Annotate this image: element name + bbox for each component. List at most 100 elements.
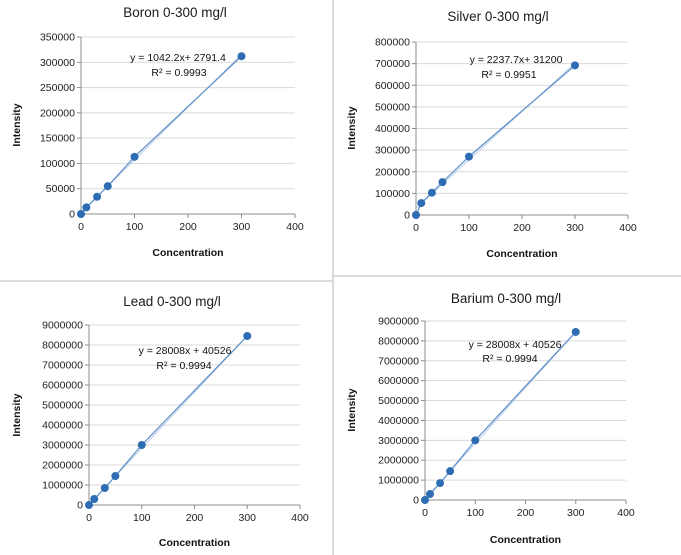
y-tick-label: 5000000	[42, 400, 83, 412]
y-tick-label: 9000000	[378, 316, 419, 328]
y-tick-label: 200000	[40, 107, 75, 119]
y-tick-label: 600000	[375, 80, 410, 92]
data-point	[90, 495, 99, 503]
x-tick-label: 100	[133, 512, 151, 524]
x-tick-label: 300	[567, 507, 585, 519]
y-tick-label: 500000	[375, 101, 410, 113]
data-point	[85, 501, 93, 509]
x-tick-label: 400	[619, 222, 637, 234]
data-point	[103, 182, 112, 191]
data-point	[243, 332, 252, 340]
y-tick-label: 100000	[375, 188, 410, 200]
y-tick-label: 7000000	[42, 360, 83, 372]
r-squared-label: R² = 0.9951	[481, 69, 536, 81]
x-tick-label: 200	[513, 222, 531, 234]
y-tick-label: 0	[77, 500, 83, 512]
data-point	[417, 199, 426, 208]
x-axis-label: Concentration	[490, 534, 561, 546]
y-tick-label: 6000000	[378, 375, 419, 387]
data-point	[82, 203, 91, 212]
chart-panel-2: 0 100000 200000 300000 400000 500000 600000 700…	[346, 9, 637, 260]
x-tick-label: 100	[126, 221, 144, 233]
data-point	[412, 211, 420, 219]
data-point	[100, 484, 109, 492]
x-tick-label: 0	[422, 507, 428, 519]
trendline-equation: y = 2237.7x+ 31200	[470, 54, 563, 66]
chart-title: Barium 0-300 mg/l	[451, 291, 561, 306]
x-tick-label: 400	[291, 512, 309, 524]
y-tick-label: 5000000	[378, 395, 419, 407]
x-axis-label: Concentration	[159, 537, 230, 549]
x-axis-label: Concentration	[486, 248, 557, 260]
y-tick-label: 800000	[375, 37, 410, 49]
x-axis-label: Concentration	[152, 247, 223, 259]
x-tick-label: 300	[238, 512, 256, 524]
data-point	[571, 327, 580, 336]
r-squared-label: R² = 0.9994	[156, 360, 211, 372]
y-tick-label: 7000000	[378, 355, 419, 367]
y-tick-label: 1000000	[42, 480, 83, 492]
y-tick-label: 2000000	[42, 460, 83, 472]
x-tick-label: 100	[466, 507, 484, 519]
data-point	[77, 210, 85, 218]
y-tick-label: 0	[413, 495, 419, 507]
r-squared-label: R² = 0.9993	[151, 67, 206, 79]
y-tick-label: 1000000	[378, 475, 419, 487]
x-tick-label: 300	[233, 221, 251, 233]
y-tick-label: 8000000	[42, 340, 83, 352]
x-tick-label: 400	[617, 507, 635, 519]
y-tick-label: 350000	[40, 32, 75, 44]
data-point	[137, 441, 146, 449]
x-tick-label: 200	[179, 221, 197, 233]
data-point	[93, 192, 102, 201]
trendline-equation: y = 28008x + 40526	[469, 339, 562, 351]
y-tick-label: 150000	[40, 133, 75, 145]
x-tick-label: 0	[86, 512, 92, 524]
y-axis-label: Intensity	[346, 106, 358, 149]
data-point	[465, 152, 473, 161]
chart-title: Silver 0-300 mg/l	[447, 9, 548, 24]
series-line	[415, 64, 576, 216]
y-tick-label: 9000000	[42, 320, 83, 332]
y-tick-label: 0	[69, 209, 75, 221]
y-tick-label: 3000000	[378, 435, 419, 447]
trendline-equation: y = 28008x + 40526	[139, 345, 232, 357]
chart-title: Boron 0-300 mg/l	[123, 5, 227, 20]
x-tick-label: 300	[566, 222, 584, 234]
chart-title: Lead 0-300 mg/l	[123, 294, 221, 309]
y-tick-label: 700000	[375, 58, 410, 70]
data-point	[571, 61, 579, 70]
chart-panel-3: 0 1000000 2000000 3000000 4000000 5000000 6000…	[11, 294, 309, 549]
y-tick-label: 200000	[375, 166, 410, 178]
data-point	[130, 152, 139, 161]
data-point	[237, 52, 246, 61]
data-point	[427, 188, 436, 197]
data-point	[471, 436, 480, 445]
data-point	[438, 178, 447, 187]
x-tick-label: 200	[186, 512, 204, 524]
y-axis-label: Intensity	[11, 393, 23, 436]
r-squared-label: R² = 0.9994	[482, 353, 537, 365]
x-tick-label: 0	[78, 221, 84, 233]
data-point	[446, 467, 455, 476]
y-tick-label: 6000000	[42, 380, 83, 392]
y-tick-label: 50000	[46, 183, 75, 195]
x-tick-label: 200	[517, 507, 535, 519]
y-axis-label: Intensity	[346, 388, 358, 431]
data-point	[421, 496, 429, 504]
data-point	[426, 490, 435, 499]
chart-panel-1: 0 50000 100000 150000 200000 250000 300000 3500…	[11, 5, 304, 259]
data-point	[436, 479, 445, 488]
y-tick-label: 0	[404, 210, 410, 222]
y-tick-label: 4000000	[42, 420, 83, 432]
trendline-equation: y = 1042.2x+ 2791.4	[130, 52, 226, 64]
y-tick-label: 4000000	[378, 415, 419, 427]
y-tick-label: 100000	[40, 158, 75, 170]
series-line	[80, 55, 242, 215]
y-tick-label: 8000000	[378, 335, 419, 347]
y-tick-label: 400000	[375, 123, 410, 135]
x-tick-label: 0	[413, 222, 419, 234]
y-tick-label: 3000000	[42, 440, 83, 452]
y-tick-label: 2000000	[378, 455, 419, 467]
